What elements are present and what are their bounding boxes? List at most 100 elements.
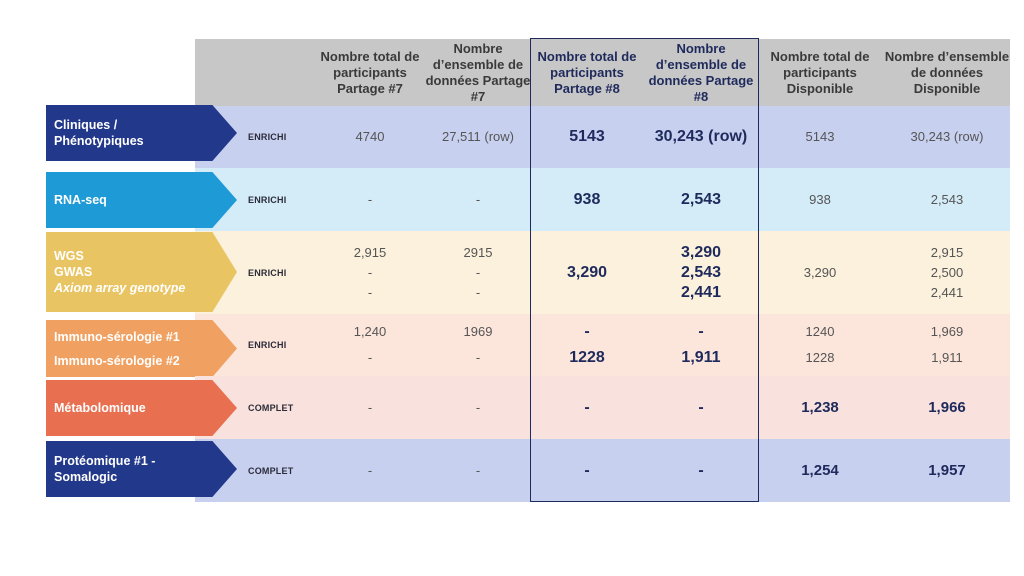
- cell-value: 3,290: [566, 263, 608, 281]
- cell-participants-available: 3,290: [760, 231, 880, 314]
- cell-value: -: [584, 398, 590, 416]
- cell-value: -: [698, 323, 704, 340]
- cell-participants-p7: -: [312, 168, 428, 231]
- cell-value: -: [584, 461, 590, 479]
- cell-value: -: [367, 264, 373, 280]
- cell-value: 30,243 (row): [910, 129, 984, 144]
- table-row: [195, 314, 1010, 376]
- category-label-line: Protéomique #1 - Somalogic: [54, 454, 156, 484]
- partage-8-highlight-frame: [530, 38, 759, 502]
- category-label: RNA-seq: [47, 172, 207, 228]
- cell-participants-available: 938: [760, 168, 880, 231]
- cell-participants-p7: -: [312, 376, 428, 439]
- cell-participants-p8: 3,290: [531, 231, 643, 314]
- header-datasets-p7: Nombre d’ensemble de données Partage #7: [425, 40, 531, 104]
- table-row: [195, 106, 1010, 168]
- table-row: [195, 168, 1010, 231]
- cell-datasets-available: 2,543: [883, 168, 1011, 231]
- category-arrow-icon: [46, 172, 237, 228]
- cell-value: 1,957: [928, 461, 966, 479]
- category-label: Métabolomique: [47, 380, 207, 436]
- cell-datasets-p7: 2915 - -: [422, 231, 534, 314]
- cell-value: 1,911: [681, 349, 721, 366]
- cell-datasets-p7: -: [422, 168, 534, 231]
- cell-datasets-p8: 30,243 (row): [643, 106, 759, 168]
- cell-datasets-p8: - 1,911: [643, 314, 759, 376]
- cell-participants-p7: 1,240 -: [312, 314, 428, 376]
- cell-value: -: [367, 191, 373, 207]
- status-badge: ENRICHI: [248, 194, 287, 205]
- cell-datasets-p8: 3,290 2,543 2,441: [643, 231, 759, 314]
- cell-value: 1,969: [930, 324, 964, 339]
- category-arrow-icon: [46, 320, 237, 377]
- cell-value: 1,238: [801, 398, 839, 416]
- header-datasets-p8: Nombre d’ensemble de données Partage #8: [648, 40, 754, 104]
- cell-value: 2915: [463, 244, 493, 260]
- category-label-line: Immuno-sérologie #1: [54, 329, 180, 344]
- cell-participants-p8: -: [531, 376, 643, 439]
- category-label-line: WGS: [54, 249, 84, 263]
- cell-participants-p8: - 1228: [531, 314, 643, 376]
- cell-participants-p7: -: [312, 439, 428, 502]
- cell-value: 2,500: [930, 264, 964, 280]
- cell-value: -: [698, 398, 704, 416]
- cell-participants-p8: 5143: [531, 106, 643, 168]
- category-label: Cliniques / Phénotypiques: [47, 105, 207, 161]
- cell-datasets-available: 1,969 1,911: [883, 314, 1011, 376]
- header-datasets-available: Nombre d’ensemble de données Disponible: [884, 48, 1010, 96]
- category-label: WGS GWAS Axiom array genotype: [47, 232, 207, 312]
- category-label: Immuno-sérologie #1 Immuno-sérologie #2: [47, 320, 207, 377]
- status-badge: ENRICHI: [248, 132, 287, 142]
- cell-value: -: [475, 191, 481, 207]
- status-badge: COMPLET: [248, 402, 294, 413]
- cell-value: 938: [809, 191, 831, 207]
- cell-datasets-p8: -: [643, 439, 759, 502]
- cell-value: 2,441: [680, 283, 722, 301]
- cell-value: 1,254: [801, 461, 839, 479]
- cell-participants-p8: -: [531, 439, 643, 502]
- cell-participants-available: 1240 1228: [760, 314, 880, 376]
- category-label-line: Cliniques / Phénotypiques: [54, 118, 144, 148]
- cell-value: 3,290: [803, 264, 837, 280]
- cell-datasets-available: 2,915 2,500 2,441: [883, 231, 1011, 314]
- table-header-band: [195, 39, 1010, 106]
- cell-value: 1,966: [928, 398, 966, 416]
- category-label: Protéomique #1 - Somalogic: [47, 441, 207, 497]
- cell-datasets-available: 1,966: [883, 376, 1011, 439]
- table-row: [195, 439, 1010, 502]
- status-badge: ENRICHI: [248, 340, 287, 350]
- category-arrow-icon: [46, 441, 237, 497]
- cell-value: 1,240: [353, 324, 387, 339]
- cell-datasets-available: 30,243 (row): [883, 106, 1011, 168]
- header-participants-p7: Nombre total de participants Partage #7: [320, 48, 420, 96]
- cell-participants-p8: 938: [531, 168, 643, 231]
- cell-value: 2,915: [930, 244, 964, 260]
- cell-datasets-p8: -: [643, 376, 759, 439]
- cell-datasets-p7: -: [422, 376, 534, 439]
- category-arrow-icon: [46, 380, 237, 436]
- cell-value: -: [367, 462, 373, 478]
- category-label-line: RNA-seq: [54, 193, 107, 207]
- cell-datasets-p8: 2,543: [643, 168, 759, 231]
- cell-value: -: [584, 323, 590, 340]
- cell-value: -: [367, 399, 373, 415]
- cell-value: 4740: [355, 129, 385, 144]
- cell-value: -: [475, 284, 481, 300]
- status-badge: ENRICHI: [248, 267, 287, 278]
- cell-datasets-available: 1,957: [883, 439, 1011, 502]
- cell-value: 2,543: [680, 263, 722, 281]
- category-label-line: Axiom array genotype: [54, 281, 186, 295]
- cell-participants-p7: 2,915 - -: [312, 231, 428, 314]
- table-row: [195, 376, 1010, 439]
- cell-value: 1240: [805, 324, 835, 339]
- header-participants-available: Nombre total de participants Disponible: [770, 48, 870, 96]
- cell-value: 1228: [569, 349, 605, 366]
- cell-value: 1,911: [931, 350, 963, 365]
- cell-participants-available: 1,254: [760, 439, 880, 502]
- cell-value: -: [475, 462, 481, 478]
- cell-value: 938: [573, 190, 601, 208]
- cell-value: 5143: [805, 129, 835, 144]
- cell-value: -: [698, 461, 704, 479]
- cell-value: -: [367, 284, 373, 300]
- category-label-line: Métabolomique: [54, 401, 146, 415]
